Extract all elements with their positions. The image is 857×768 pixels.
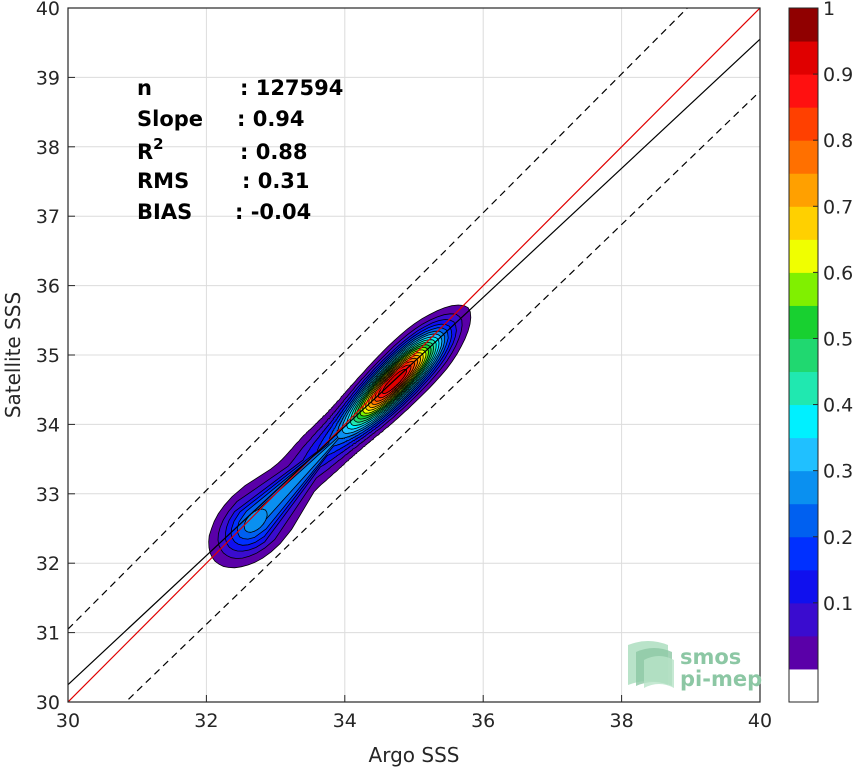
- x-tick-label: 34: [333, 710, 357, 732]
- colorbar-tick-label: 0.9: [823, 64, 853, 86]
- x-tick-label: 30: [56, 710, 80, 732]
- watermark-line1: smos: [680, 645, 741, 669]
- colorbar-tick-label: 0.2: [823, 527, 853, 549]
- y-tick-label: 35: [36, 345, 60, 367]
- stat-value: : -0.04: [235, 200, 311, 224]
- x-axis-ticks: 30 32 34 36 38 40: [56, 695, 772, 732]
- colorbar-segment: [789, 239, 818, 273]
- reference-lines: [68, 8, 760, 702]
- stat-label: Slope: [137, 107, 203, 131]
- colorbar-segment: [789, 305, 818, 339]
- colorbar-segment: [789, 338, 818, 373]
- one-to-one-line: [68, 8, 760, 702]
- colorbar-frame: [788, 7, 819, 703]
- regression-line: [68, 38, 760, 686]
- density-contours: [208, 304, 472, 569]
- y-tick-label: 32: [36, 553, 60, 575]
- colorbar-segment: [789, 272, 818, 306]
- stat-value: : 0.94: [237, 107, 305, 131]
- y-tick-label: 37: [36, 206, 60, 228]
- colorbar-segment: [789, 107, 818, 141]
- y-axis-label: Satellite SSS: [1, 292, 25, 418]
- density-contour-level: [381, 368, 408, 394]
- colorbar-tick-label: 0.4: [823, 395, 853, 417]
- stat-value: : 127594: [240, 76, 343, 100]
- y-tick-label: 40: [36, 0, 60, 20]
- y-tick-label: 36: [36, 276, 60, 298]
- smos-pi-mep-watermark: smos pi-mep: [628, 641, 762, 691]
- colorbar-tick-label: 0.1: [823, 593, 853, 615]
- colorbar-segment: [789, 668, 818, 703]
- stat-label: BIAS: [137, 200, 192, 224]
- colorbar-segment: [789, 569, 818, 604]
- y-tick-label: 30: [36, 692, 60, 714]
- colorbar-tick-label: 0.5: [823, 328, 853, 350]
- y-tick-label: 33: [36, 484, 60, 506]
- smos-logo-icon: [628, 641, 674, 688]
- plot-area: 30 32 34 36 38 40 30 31 32 33 34 35 36 37 38 39 40: [36, 0, 772, 732]
- watermark-line2: pi-mep: [680, 667, 762, 691]
- colorbar-tick-label: 0.3: [823, 461, 853, 483]
- colorbar-segment: [789, 206, 818, 240]
- y-tick-label: 34: [36, 414, 60, 436]
- colorbar-segment: [789, 371, 818, 406]
- x-axis-label: Argo SSS: [369, 743, 460, 767]
- colorbar-tick-label: 1: [823, 0, 835, 20]
- colorbar-tick-label: 0.7: [823, 196, 853, 218]
- colorbar-segment: [789, 437, 818, 472]
- x-tick-label: 40: [748, 710, 772, 732]
- colorbar-tick-label: 0.8: [823, 130, 853, 152]
- colorbar-segment: [789, 635, 818, 670]
- colorbar-segment: [789, 503, 818, 538]
- stat-superscript: 2: [153, 135, 163, 153]
- colorbar-segment: [789, 602, 818, 637]
- stat-label: RMS: [137, 169, 189, 193]
- stat-label: n: [137, 76, 152, 100]
- y-tick-label: 39: [36, 67, 60, 89]
- lower-bound-line: [124, 90, 760, 702]
- colorbar-segment: [789, 536, 818, 571]
- colorbar-segment: [789, 173, 818, 207]
- x-tick-label: 32: [194, 710, 218, 732]
- y-axis-ticks: 30 31 32 33 34 35 36 37 38 39 40: [36, 0, 75, 714]
- stat-value: : 0.31: [242, 169, 310, 193]
- colorbar-segment: [789, 470, 818, 505]
- upper-bound-line: [68, 8, 689, 630]
- stat-value: : 0.88: [240, 140, 308, 164]
- colorbar-segment: [789, 404, 818, 439]
- colorbar: 0.1 0.2 0.3 0.4 0.5 0.6 0.7 0.8 0.9 1: [788, 0, 853, 703]
- logo-layer: [644, 656, 674, 688]
- x-tick-label: 36: [471, 710, 495, 732]
- secondary-density-core: [243, 508, 268, 533]
- colorbar-tick-label: 0.6: [823, 262, 853, 284]
- colorbar-segment: [789, 8, 818, 42]
- colorbar-segment: [789, 140, 818, 174]
- y-tick-label: 31: [36, 623, 60, 645]
- y-tick-label: 38: [36, 137, 60, 159]
- colorbar-segment: [789, 41, 818, 75]
- x-tick-label: 38: [610, 710, 634, 732]
- colorbar-segment: [789, 74, 818, 108]
